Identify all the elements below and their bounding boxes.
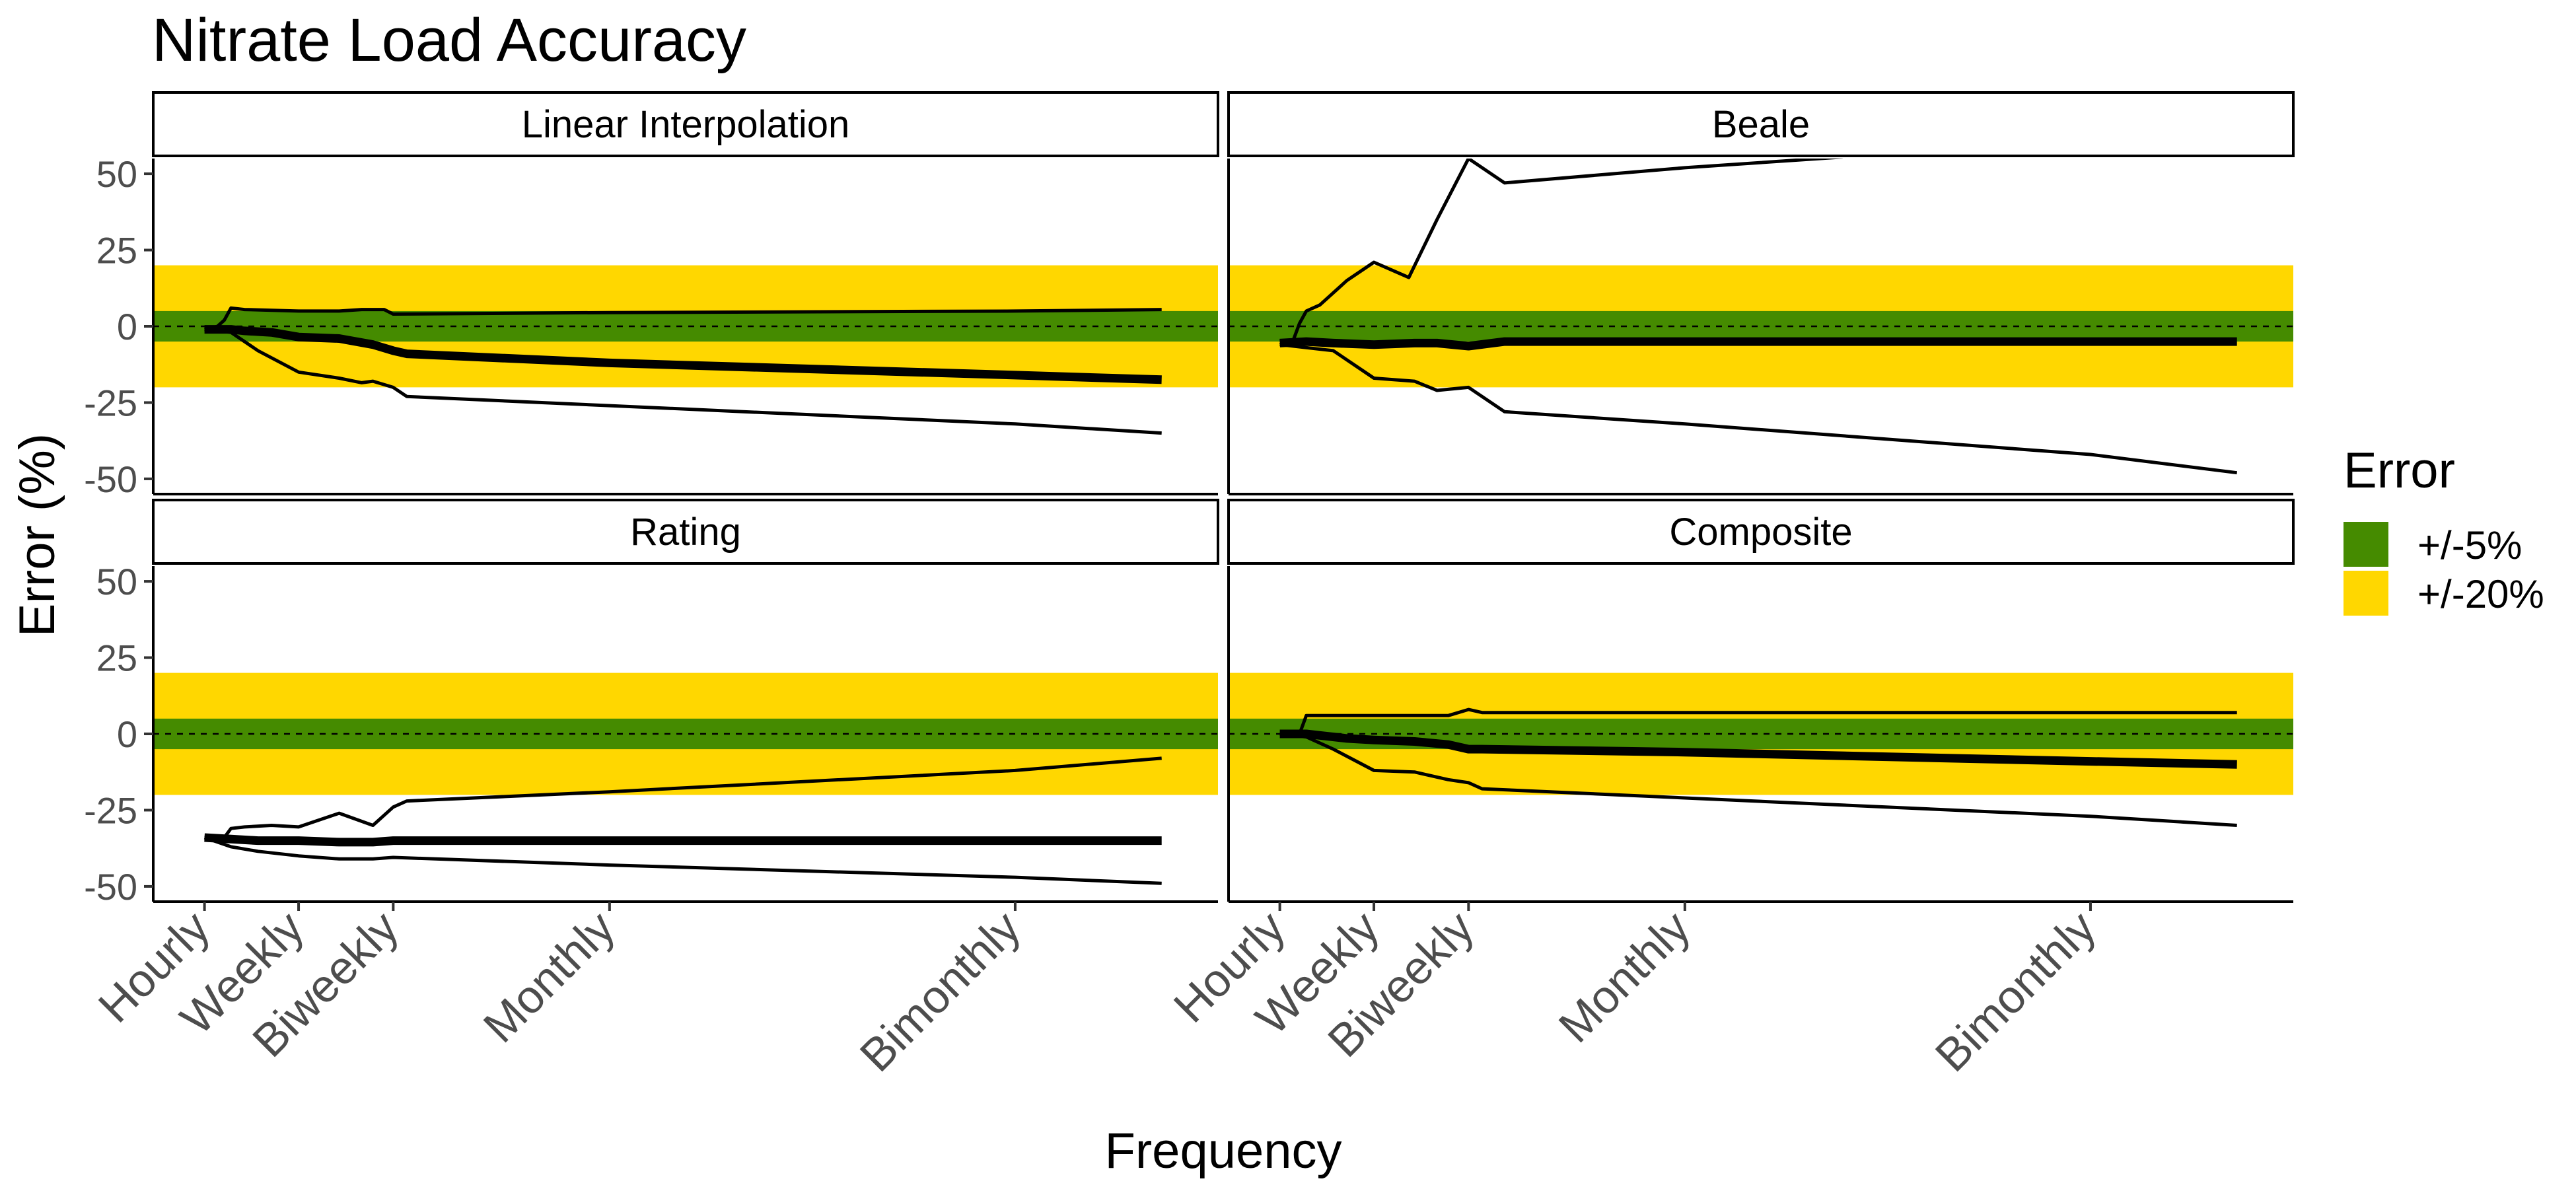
- facet-strip-label: Rating: [630, 511, 741, 554]
- series-line-median: [204, 325, 1162, 384]
- series-line-upper: [1279, 707, 2237, 736]
- plot-area: [153, 265, 1218, 435]
- series-line-lower: [204, 328, 1162, 435]
- y-tick-label: 0: [117, 306, 137, 347]
- panel-beale: Beale: [1227, 91, 2295, 495]
- series-line-lower: [1279, 732, 2237, 827]
- series-line-median: [204, 833, 1162, 847]
- facet-strip: [152, 91, 1219, 157]
- y-tick-label: -25: [84, 789, 137, 831]
- y-tick-label: 0: [117, 713, 137, 755]
- facet-strip-label: Composite: [1669, 511, 1852, 554]
- series-line-upper: [204, 756, 1162, 840]
- error-band-5pct: [153, 718, 1218, 750]
- facet-strip: [1227, 499, 2295, 565]
- series-line-upper: [1279, 159, 1843, 347]
- error-band-5pct: [1229, 310, 2293, 342]
- plot-area: [153, 672, 1218, 885]
- y-tick-label: 25: [96, 230, 137, 271]
- legend-title: Error: [2343, 443, 2455, 499]
- y-tick-label: -25: [84, 382, 137, 423]
- series-line-lower: [1279, 343, 2238, 475]
- x-tick-label: Monthly: [474, 901, 624, 1052]
- x-tick-label: Bimonthly: [1925, 901, 2105, 1081]
- series-line-median: [1279, 729, 2237, 769]
- x-tick-label: Monthly: [1549, 901, 1699, 1052]
- y-tick-label: -50: [84, 458, 137, 500]
- facet-strip-label: Beale: [1712, 103, 1810, 146]
- y-tick-label: 50: [96, 561, 137, 602]
- chart-title: Nitrate Load Accuracy: [152, 7, 746, 74]
- y-tick-label: -50: [84, 866, 137, 908]
- facet-strip-label: Linear Interpolation: [522, 103, 850, 146]
- facet-strip: [152, 499, 1219, 565]
- y-axis-title: Error (%): [9, 433, 65, 637]
- legend: Error +/-5% +/-20%: [2343, 443, 2544, 616]
- legend-label-5pct: +/-5%: [2417, 523, 2522, 567]
- series-line-lower: [203, 836, 1162, 885]
- facet-panels: Linear Interpolation -50 -25 0 25 50 Beale Rati…: [84, 91, 2295, 1081]
- series-line-upper: [204, 306, 1162, 332]
- x-axis-title: Frequency: [1104, 1123, 1342, 1179]
- legend-swatch-20pct: [2343, 571, 2388, 616]
- panel-linear-interpolation: Linear Interpolation -50 -25 0 25 50: [84, 91, 1219, 500]
- plot-area: [1229, 159, 2293, 475]
- facet-strip: [1227, 91, 2295, 157]
- x-tick-label: Bimonthly: [850, 901, 1030, 1081]
- y-tick-label: 50: [96, 153, 137, 195]
- plot-area: [1229, 672, 2293, 827]
- series-line-median: [1279, 337, 2237, 351]
- y-tick-label: 25: [96, 637, 137, 679]
- legend-swatch-5pct: [2343, 522, 2388, 567]
- legend-label-20pct: +/-20%: [2417, 572, 2544, 616]
